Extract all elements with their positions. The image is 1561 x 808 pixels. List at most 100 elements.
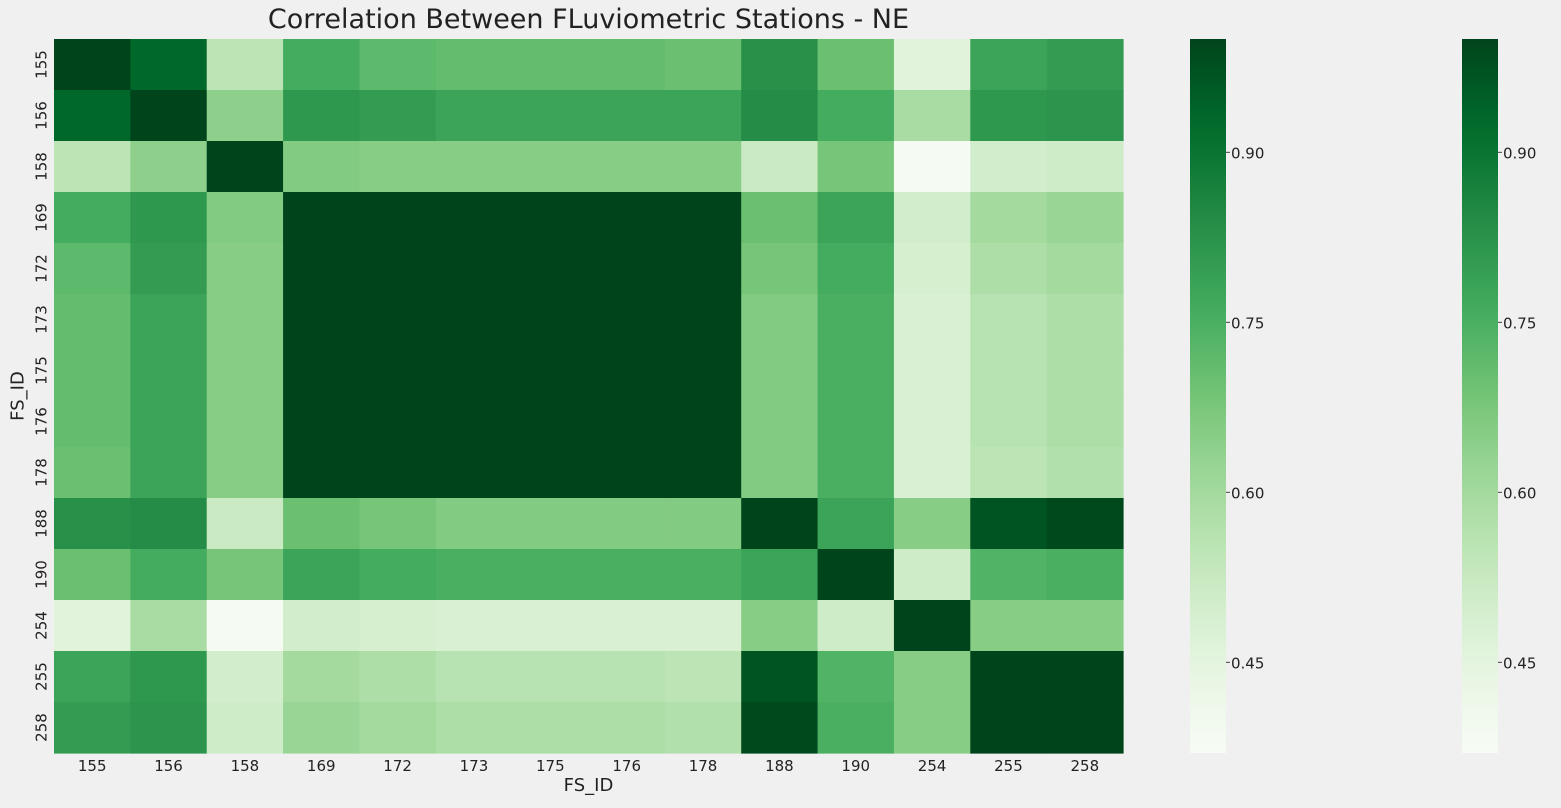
heatmap-cell-188-173 — [435, 498, 513, 550]
heatmap-cell-173-254 — [893, 294, 971, 346]
heatmap-cell-156-155 — [54, 90, 131, 142]
heatmap-cell-190-188 — [741, 549, 819, 601]
heatmap-cell-158-173 — [435, 141, 513, 193]
heatmap-cell-173-173 — [435, 294, 513, 346]
heatmap-cell-258-173 — [435, 702, 513, 754]
x-tick-label-254: 254 — [918, 757, 947, 775]
heatmap-cell-175-155 — [54, 345, 131, 397]
heatmap-cell-158-158 — [206, 141, 284, 193]
heatmap-cell-172-258 — [1046, 243, 1124, 295]
heatmap-cell-190-172 — [359, 549, 437, 601]
heatmap-cell-158-258 — [1046, 141, 1124, 193]
heatmap-cell-172-169 — [283, 243, 361, 295]
heatmap-cell-255-156 — [130, 651, 208, 703]
heatmap-cell-172-175 — [512, 243, 590, 295]
y-tick-label-175: 175 — [33, 356, 51, 385]
heatmap-cell-190-173 — [435, 549, 513, 601]
heatmap-cell-176-158 — [206, 396, 284, 448]
heatmap-cell-173-176 — [588, 294, 666, 346]
heatmap-cell-155-173 — [435, 39, 513, 91]
heatmap-cell-190-155 — [54, 549, 131, 601]
x-tick-label-175: 175 — [536, 757, 565, 775]
heatmap-cell-155-175 — [512, 39, 590, 91]
heatmap-cell-156-188 — [741, 90, 819, 142]
heatmap-cell-190-258 — [1046, 549, 1124, 601]
heatmap-cell-172-156 — [130, 243, 208, 295]
heatmap-cell-169-188 — [741, 192, 819, 244]
heatmap-cell-190-255 — [970, 549, 1048, 601]
heatmap-cell-172-190 — [817, 243, 895, 295]
heatmap-cell-258-178 — [664, 702, 742, 754]
heatmap-cell-156-258 — [1046, 90, 1124, 142]
heatmap-cell-155-254 — [893, 39, 971, 91]
heatmap-cell-169-178 — [664, 192, 742, 244]
y-tick-label-254: 254 — [33, 611, 51, 640]
heatmap-cell-178-258 — [1046, 447, 1124, 499]
heatmap-cell-188-255 — [970, 498, 1048, 550]
heatmap-cell-169-175 — [512, 192, 590, 244]
heatmap-cell-176-155 — [54, 396, 131, 448]
heatmap-cell-255-254 — [893, 651, 971, 703]
heatmap-cell-254-158 — [206, 600, 284, 652]
y-tick-label-190: 190 — [33, 560, 51, 589]
heatmap-cell-176-258 — [1046, 396, 1124, 448]
heatmap-cell-190-176 — [588, 549, 666, 601]
heatmap-cell-172-155 — [54, 243, 131, 295]
heatmap-cell-175-178 — [664, 345, 742, 397]
heatmap-cell-169-172 — [359, 192, 437, 244]
heatmap-cell-173-258 — [1046, 294, 1124, 346]
heatmap-cell-178-254 — [893, 447, 971, 499]
heatmap-cell-158-169 — [283, 141, 361, 193]
heatmap-cell-158-178 — [664, 141, 742, 193]
heatmap-cell-175-176 — [588, 345, 666, 397]
heatmap-cell-155-158 — [206, 39, 284, 91]
heatmap-cell-158-188 — [741, 141, 819, 193]
colorbar-2-tick-label: 0.45 — [1503, 654, 1536, 672]
heatmap-cell-255-258 — [1046, 651, 1124, 703]
heatmap-cell-169-258 — [1046, 192, 1124, 244]
heatmap-cell-175-188 — [741, 345, 819, 397]
heatmap-cell-255-190 — [817, 651, 895, 703]
heatmap-cell-255-155 — [54, 651, 131, 703]
heatmap-cell-175-175 — [512, 345, 590, 397]
heatmap-cell-254-155 — [54, 600, 131, 652]
heatmap-cell-255-172 — [359, 651, 437, 703]
heatmap-cell-172-158 — [206, 243, 284, 295]
heatmap-cell-156-169 — [283, 90, 361, 142]
heatmap-cell-169-169 — [283, 192, 361, 244]
colorbar-1-tick-label: 0.45 — [1231, 654, 1264, 672]
y-axis-label: FS_ID — [7, 371, 29, 421]
heatmap-cell-158-255 — [970, 141, 1048, 193]
heatmap-cell-178-188 — [741, 447, 819, 499]
colorbar-1 — [1190, 39, 1226, 753]
heatmap-cell-258-258 — [1046, 702, 1124, 754]
heatmap-cell-156-156 — [130, 90, 208, 142]
colorbar-1-tick-label: 0.75 — [1231, 314, 1264, 332]
heatmap-cell-254-172 — [359, 600, 437, 652]
heatmap-cell-190-190 — [817, 549, 895, 601]
heatmap-cell-258-176 — [588, 702, 666, 754]
x-tick-label-172: 172 — [383, 757, 412, 775]
y-tick-label-158: 158 — [33, 152, 51, 181]
y-tick-label-169: 169 — [33, 203, 51, 232]
heatmap-cell-258-175 — [512, 702, 590, 754]
heatmap-cell-169-190 — [817, 192, 895, 244]
heatmap-cell-158-254 — [893, 141, 971, 193]
heatmap-cell-254-190 — [817, 600, 895, 652]
heatmap-cell-254-255 — [970, 600, 1048, 652]
heatmap-cell-155-188 — [741, 39, 819, 91]
heatmap-cell-169-173 — [435, 192, 513, 244]
heatmap-cell-188-258 — [1046, 498, 1124, 550]
heatmap-cell-175-156 — [130, 345, 208, 397]
heatmap-cell-173-172 — [359, 294, 437, 346]
heatmap-cell-178-178 — [664, 447, 742, 499]
heatmap-cell-178-176 — [588, 447, 666, 499]
heatmap-cell-156-172 — [359, 90, 437, 142]
heatmap-cell-156-254 — [893, 90, 971, 142]
heatmap-cell-175-258 — [1046, 345, 1124, 397]
heatmap-cell-258-254 — [893, 702, 971, 754]
heatmap-cell-258-156 — [130, 702, 208, 754]
heatmap-cell-188-155 — [54, 498, 131, 550]
chart-title: Correlation Between FLuviometric Station… — [267, 4, 910, 35]
